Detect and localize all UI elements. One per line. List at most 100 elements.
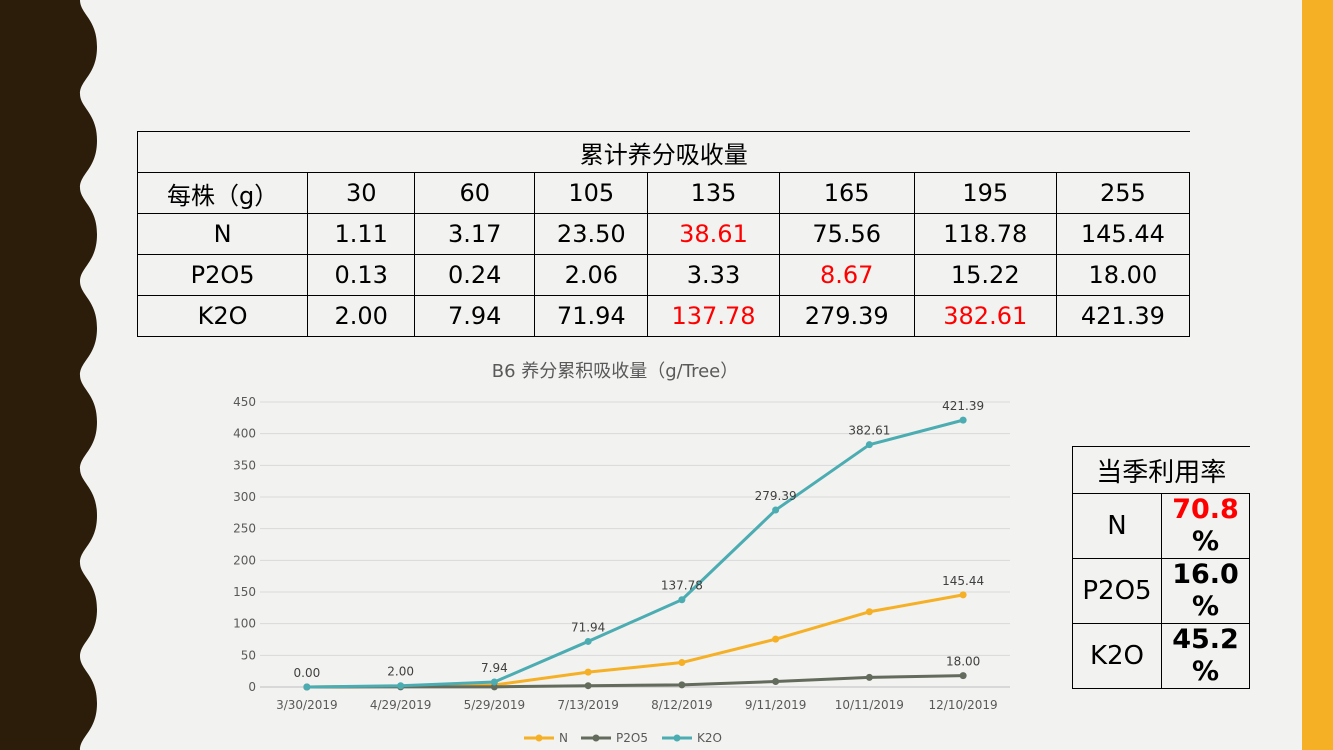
x-tick-label: 8/12/2019	[651, 698, 713, 712]
y-tick-label: 100	[233, 617, 256, 631]
rate-row: P2O5 16.0%	[1072, 558, 1250, 624]
rate-row: N 70.8%	[1072, 493, 1250, 559]
table-cell: 145.44	[1055, 213, 1191, 255]
x-tick-label: 7/13/2019	[557, 698, 619, 712]
data-label: 145.44	[942, 574, 984, 588]
table-cell: 0.24	[414, 254, 536, 296]
table-row: K2O 2.00 7.94 71.94 137.78 279.39 382.61 421.39	[136, 295, 1191, 337]
rate-value-cell: 70.8%	[1161, 493, 1250, 559]
y-tick-label: 300	[233, 490, 256, 504]
left-decorative-band	[0, 0, 97, 750]
legend-marker-n	[535, 734, 543, 742]
data-label: 0.00	[294, 666, 321, 680]
table-cell: 421.39	[1055, 295, 1191, 337]
data-point-k2o	[959, 416, 967, 424]
rate-table-title: 当季利用率	[1072, 446, 1250, 494]
row-label: K2O	[136, 295, 309, 337]
data-label: 382.61	[848, 424, 890, 438]
table-row: N 1.11 3.17 23.50 38.61 75.56 118.78 145.44	[136, 213, 1191, 255]
data-label: 421.39	[942, 399, 984, 413]
table-cell: 8.67	[778, 254, 915, 296]
rate-unit: %	[1191, 591, 1220, 622]
rate-label: P2O5	[1072, 558, 1162, 624]
header-day-105: 105	[534, 172, 649, 214]
header-day-135: 135	[647, 172, 780, 214]
data-point-p2o5	[959, 672, 967, 680]
legend-marker-k2o	[673, 734, 681, 742]
table-row: P2O5 0.13 0.24 2.06 3.33 8.67 15.22 18.00	[136, 254, 1191, 296]
data-point-k2o	[865, 441, 873, 449]
data-label: 137.78	[661, 579, 703, 593]
y-tick-label: 400	[233, 427, 256, 441]
data-point-k2o	[397, 682, 405, 690]
data-point-n	[678, 659, 686, 667]
rate-unit: %	[1191, 656, 1220, 687]
table-cell: 2.00	[307, 295, 416, 337]
table-cell: 38.61	[647, 213, 780, 255]
header-day-60: 60	[414, 172, 536, 214]
rate-unit: %	[1191, 526, 1220, 557]
y-tick-label: 50	[241, 648, 256, 662]
row-label: P2O5	[136, 254, 309, 296]
x-tick-label: 4/29/2019	[370, 698, 432, 712]
series-line-p2o5	[306, 674, 964, 689]
x-tick-label: 5/29/2019	[464, 698, 526, 712]
rate-value: 70.8	[1172, 494, 1239, 525]
data-point-n	[584, 668, 592, 676]
table-cell: 18.00	[1055, 254, 1191, 296]
data-point-p2o5	[678, 681, 686, 689]
table-cell: 382.61	[913, 295, 1057, 337]
x-tick-label: 12/10/2019	[929, 698, 998, 712]
legend-label-n: N	[559, 731, 568, 745]
header-day-30: 30	[307, 172, 416, 214]
utilization-rate-table: 当季利用率 N 70.8% P2O5 16.0% K2O 45.2%	[1072, 446, 1250, 689]
data-label: 18.00	[946, 655, 980, 669]
table-cell: 1.11	[307, 213, 416, 255]
data-point-k2o	[772, 506, 780, 514]
right-decorative-band	[1302, 0, 1333, 750]
chart-title: B6 养分累积吸收量（g/Tree）	[491, 361, 739, 382]
rate-value: 45.2	[1172, 624, 1239, 655]
data-point-p2o5	[490, 683, 498, 691]
data-point-p2o5	[772, 678, 780, 686]
y-tick-label: 150	[233, 585, 256, 599]
rate-row: K2O 45.2%	[1072, 623, 1250, 689]
table-cell: 137.78	[647, 295, 780, 337]
data-point-k2o	[678, 596, 686, 604]
legend-label-k2o: K2O	[697, 731, 722, 745]
x-tick-label: 3/30/2019	[276, 698, 338, 712]
y-tick-label: 250	[233, 522, 256, 536]
data-point-n	[865, 608, 873, 616]
table-cell: 75.56	[778, 213, 915, 255]
data-point-n	[772, 635, 780, 643]
table-cell: 279.39	[778, 295, 915, 337]
data-label: 7.94	[481, 661, 508, 675]
data-point-k2o	[303, 683, 311, 691]
header-day-195: 195	[913, 172, 1057, 214]
series-line-k2o	[306, 418, 964, 689]
table-cell: 0.13	[307, 254, 416, 296]
legend-marker-p2o5	[592, 734, 600, 742]
y-tick-label: 200	[233, 553, 256, 567]
header-day-255: 255	[1055, 172, 1191, 214]
y-tick-label: 450	[233, 395, 256, 409]
rate-label: N	[1072, 493, 1162, 559]
header-day-165: 165	[778, 172, 915, 214]
table-cell: 2.06	[534, 254, 649, 296]
data-point-p2o5	[584, 682, 592, 690]
y-tick-label: 0	[248, 680, 256, 694]
data-label: 71.94	[571, 620, 605, 634]
data-label: 2.00	[387, 665, 414, 679]
rate-value-cell: 45.2%	[1161, 623, 1250, 689]
table-cell: 7.94	[414, 295, 536, 337]
data-point-k2o	[490, 678, 498, 686]
rate-value-cell: 16.0%	[1161, 558, 1250, 624]
y-tick-label: 350	[233, 458, 256, 472]
table-cell: 71.94	[534, 295, 649, 337]
legend-label-p2o5: P2O5	[616, 731, 648, 745]
rate-value: 16.0	[1172, 559, 1239, 590]
table-cell: 118.78	[913, 213, 1057, 255]
table-cell: 3.33	[647, 254, 780, 296]
table-cell: 15.22	[913, 254, 1057, 296]
